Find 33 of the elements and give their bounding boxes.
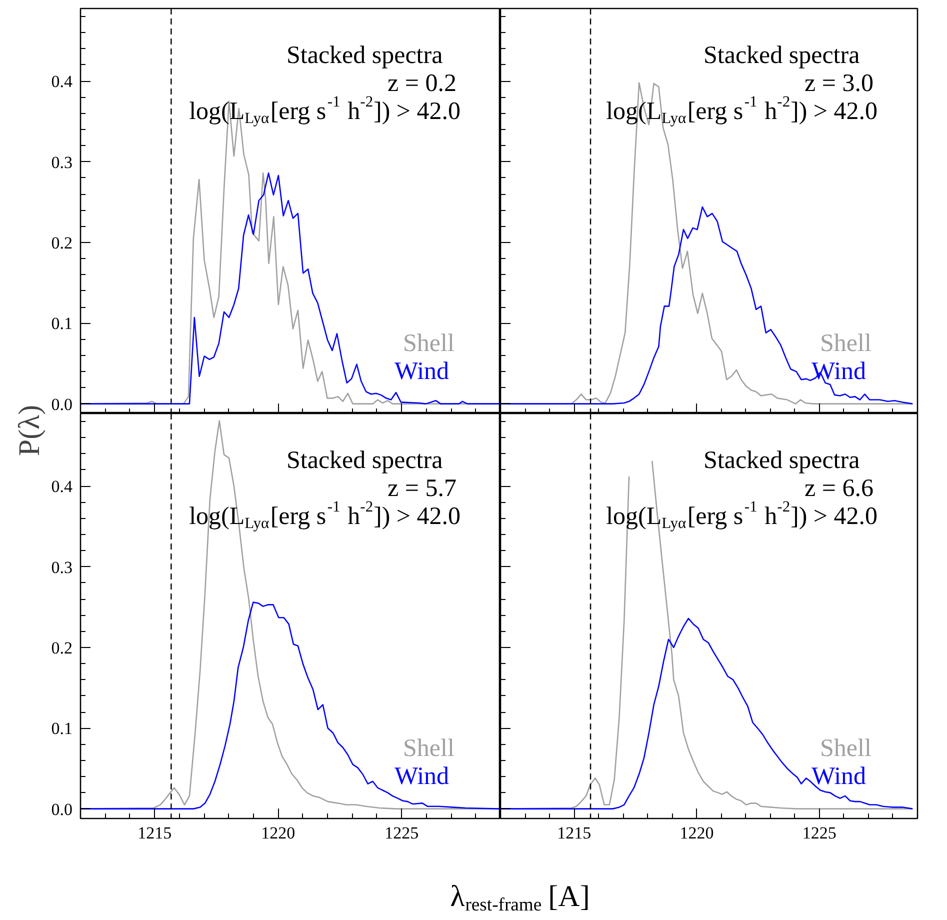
y-axis-title: P(λ) xyxy=(12,404,46,456)
series-label: Shell xyxy=(403,735,454,762)
x-tick-label: 1225 xyxy=(384,824,419,842)
y-tick-label: 0.3 xyxy=(51,152,72,172)
annotation: z = 3.0 xyxy=(804,70,874,97)
y-tick-label: 0.0 xyxy=(51,800,72,819)
y-tick-label: 0.2 xyxy=(51,233,72,252)
series-label: Wind xyxy=(812,763,867,790)
series-label: Wind xyxy=(394,763,450,790)
annotation: z = 0.2 xyxy=(388,70,456,97)
y-tick-label: 0.4 xyxy=(51,72,73,92)
x-tick-label: 1220 xyxy=(680,824,714,842)
x-tick-label: 1215 xyxy=(138,824,172,842)
annotation: z = 6.6 xyxy=(804,475,874,502)
annotation: Stacked spectra xyxy=(704,447,860,474)
y-tick-label: 0.1 xyxy=(51,719,72,738)
x-tick-label: 1225 xyxy=(802,824,836,842)
y-tick-label: 0.1 xyxy=(51,314,72,334)
y-tick-label: 0.2 xyxy=(51,638,72,658)
x-tick-label: 1220 xyxy=(261,824,296,842)
annotation: Stacked spectra xyxy=(286,447,443,474)
series-label: Shell xyxy=(403,330,454,357)
series-label: Wind xyxy=(812,358,867,385)
series-label: Shell xyxy=(820,735,872,762)
y-tick-label: 0.4 xyxy=(51,477,73,496)
annotation: z = 5.7 xyxy=(388,475,456,502)
series-label: Shell xyxy=(820,330,872,357)
y-tick-label: 0.3 xyxy=(51,558,72,577)
x-tick-label: 1215 xyxy=(557,824,592,842)
y-tick-label: 0.0 xyxy=(51,394,72,414)
annotation: Stacked spectra xyxy=(704,42,860,69)
series-label: Wind xyxy=(394,358,450,385)
annotation: Stacked spectra xyxy=(286,42,443,69)
